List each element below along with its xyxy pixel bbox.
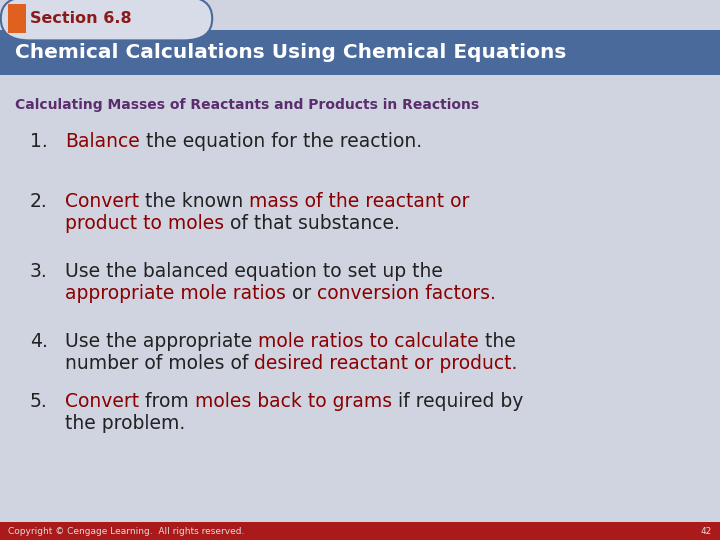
Text: 2.: 2.	[30, 192, 48, 211]
Text: product to moles: product to moles	[65, 214, 224, 233]
Bar	[0, 30, 720, 75]
Text: desired reactant or product.: desired reactant or product.	[254, 354, 518, 373]
Text: Calculating Masses of Reactants and Products in Reactions: Calculating Masses of Reactants and Prod…	[15, 98, 479, 112]
Text: Use the balanced equation to set up the: Use the balanced equation to set up the	[65, 262, 443, 281]
Text: Section 6.8: Section 6.8	[30, 11, 132, 26]
Text: the equation for the reaction.: the equation for the reaction.	[140, 132, 422, 151]
Text: Convert: Convert	[65, 192, 139, 211]
Text: mass of the reactant or: mass of the reactant or	[249, 192, 469, 211]
Text: Chemical Calculations Using Chemical Equations: Chemical Calculations Using Chemical Equ…	[15, 43, 567, 62]
Text: number of moles of: number of moles of	[65, 354, 254, 373]
Text: 42: 42	[701, 526, 712, 536]
Bar	[0, 522, 720, 540]
Text: if required by: if required by	[392, 392, 523, 411]
Text: the known: the known	[139, 192, 249, 211]
Text: of that substance.: of that substance.	[224, 214, 400, 233]
Text: appropriate mole ratios: appropriate mole ratios	[65, 284, 286, 303]
Text: Balance: Balance	[65, 132, 140, 151]
Text: from: from	[139, 392, 195, 411]
Bar	[8, 4, 26, 33]
Text: Convert: Convert	[65, 392, 139, 411]
Text: moles back to grams: moles back to grams	[195, 392, 392, 411]
Text: Use the appropriate: Use the appropriate	[65, 332, 258, 351]
FancyBboxPatch shape	[1, 0, 212, 40]
Text: 5.: 5.	[30, 392, 48, 411]
Text: 4.: 4.	[30, 332, 48, 351]
Text: or: or	[286, 284, 317, 303]
Text: the: the	[479, 332, 516, 351]
Text: conversion factors.: conversion factors.	[317, 284, 496, 303]
Text: the problem.: the problem.	[65, 414, 185, 433]
Text: Copyright © Cengage Learning.  All rights reserved.: Copyright © Cengage Learning. All rights…	[8, 526, 244, 536]
Text: 1.: 1.	[30, 132, 48, 151]
Text: mole ratios to calculate: mole ratios to calculate	[258, 332, 479, 351]
Text: 3.: 3.	[30, 262, 48, 281]
